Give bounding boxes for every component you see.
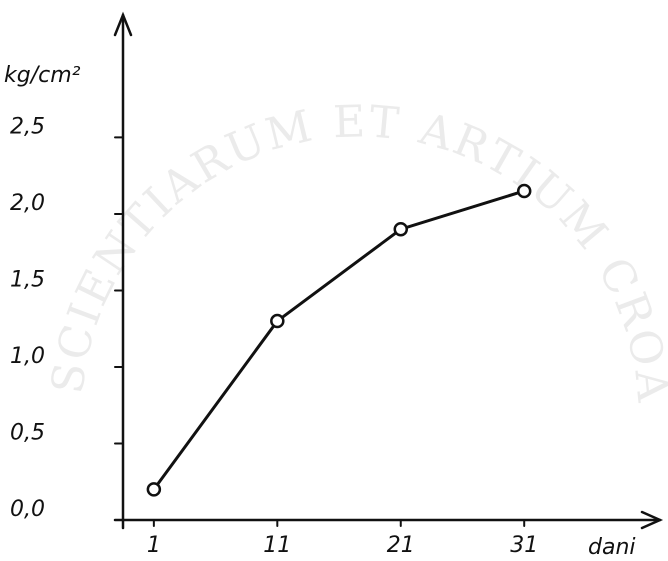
y-tick-label: 0,5 [10, 420, 45, 445]
x-tick-label: 11 [263, 533, 291, 558]
x-axis-label: dani [588, 535, 636, 560]
watermark: SCIENTIARUM ET ARTIUM CROAT [0, 0, 668, 405]
y-tick-label: 2,0 [10, 191, 45, 216]
watermark-text: SCIENTIARUM ET ARTIUM CROAT [0, 0, 668, 405]
y-tick-label: 1,0 [10, 344, 45, 369]
data-point [271, 315, 283, 327]
y-tick-label: 2,5 [10, 114, 45, 139]
data-point [148, 483, 160, 495]
data-line [154, 191, 524, 489]
x-tick-label: 21 [387, 533, 415, 558]
y-axis-label: kg/cm² [4, 63, 81, 88]
y-tick-label: 0,0 [10, 497, 45, 522]
data-point [518, 185, 530, 197]
chart: SCIENTIARUM ET ARTIUM CROAT kg/cm² dani … [0, 0, 668, 561]
x-tick-label: 1 [147, 533, 161, 558]
x-tick-label: 31 [510, 533, 538, 558]
y-tick-label: 1,5 [10, 267, 45, 292]
data-point [395, 223, 407, 235]
